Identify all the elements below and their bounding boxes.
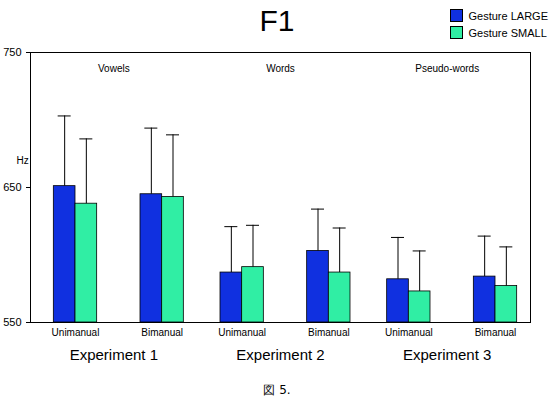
svg-text:Unimanual: Unimanual: [52, 327, 100, 338]
svg-text:750: 750: [3, 46, 21, 58]
svg-text:Bimanual: Bimanual: [141, 327, 183, 338]
svg-text:Bimanual: Bimanual: [308, 327, 350, 338]
svg-text:Vowels: Vowels: [98, 63, 130, 74]
svg-text:Experiment 3: Experiment 3: [403, 346, 491, 363]
svg-text:Experiment 2: Experiment 2: [236, 346, 324, 363]
svg-text:650: 650: [3, 181, 21, 193]
html-text:F1: F1: [259, 4, 295, 37]
svg-text:Hz: Hz: [17, 155, 29, 166]
html-text:Gesture SMALL: Gesture SMALL: [468, 27, 547, 39]
svg-text:Pseudo-words: Pseudo-words: [415, 63, 479, 74]
html-text:図 5.: 図 5.: [263, 383, 291, 397]
svg-text:550: 550: [3, 316, 21, 328]
svg-text:Unimanual: Unimanual: [218, 327, 266, 338]
html-text:Gesture LARGE: Gesture LARGE: [468, 10, 548, 22]
svg-text:Bimanual: Bimanual: [475, 327, 517, 338]
svg-text:Experiment 1: Experiment 1: [70, 346, 158, 363]
svg-text:Unimanual: Unimanual: [385, 327, 433, 338]
svg-text:Words: Words: [266, 63, 295, 74]
